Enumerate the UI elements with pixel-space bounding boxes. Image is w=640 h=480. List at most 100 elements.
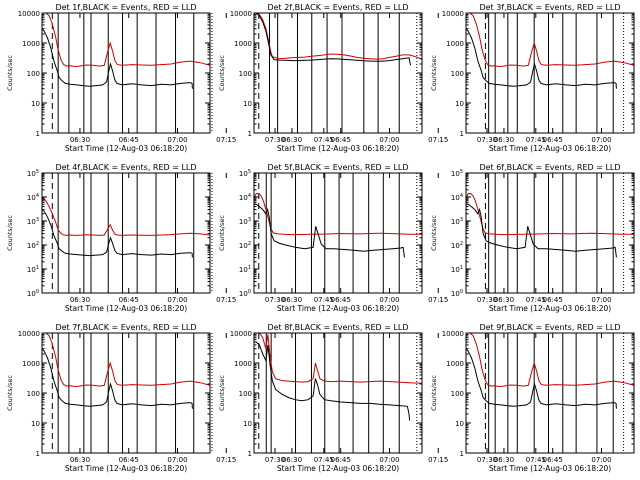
lld-series-line	[42, 333, 210, 388]
plot-frame	[465, 12, 635, 134]
y-tick-label: 10	[455, 420, 464, 428]
x-tick-label: 07:15	[428, 296, 448, 304]
x-tick-label: 06:45	[119, 296, 139, 304]
x-tick-label: 06:45	[331, 456, 351, 464]
x-tick-label: 06:45	[119, 456, 139, 464]
y-tick-label: 101	[27, 265, 39, 274]
panel-det-2: 10000 1000 100 10 1 06:30 06:45 07:00 07:15 07:30…	[218, 3, 546, 153]
y-tick-label: 10000	[442, 10, 464, 18]
y-tick-label: 103	[451, 217, 463, 226]
y-tick-label: 10000	[230, 10, 252, 18]
plot-frame	[41, 172, 211, 294]
x-axis-label: Start Time (12-Aug-03 06:18:20)	[65, 464, 187, 473]
y-axis-label: Counts/sec	[6, 55, 14, 91]
y-tick-label: 104	[239, 193, 251, 202]
x-tick-label: 07:15	[428, 456, 448, 464]
x-tick-label: 06:30	[282, 456, 302, 464]
panel-det-7: 10000 1000 100 10 1 06:30 06:45 07:00 07:15 07:30…	[6, 323, 334, 473]
y-axis-label: Counts/sec	[430, 55, 438, 91]
x-tick-label: 07:00	[379, 456, 399, 464]
panel-det-8: 10000 1000 100 10 1 06:30 06:45 07:00 07:15 07:30…	[218, 323, 546, 473]
lld-series-line	[466, 13, 634, 68]
y-tick-label: 1000	[234, 40, 252, 48]
lld-series-line	[254, 193, 422, 236]
y-tick-label: 100	[239, 390, 252, 398]
x-tick-label: 07:45	[314, 136, 334, 144]
panel-title: Det 5f,BLACK = Events, RED = LLD	[267, 163, 408, 172]
panel-det-5: 105 104 103 102 101 100 06:30 06:45 07:00 07:15 07…	[218, 163, 546, 313]
plot-frame	[465, 332, 635, 454]
x-axis-label: Start Time (12-Aug-03 06:18:20)	[65, 144, 187, 153]
y-tick-label: 1000	[22, 360, 40, 368]
y-tick-label: 105	[451, 169, 463, 178]
x-tick-label: 06:30	[282, 296, 302, 304]
y-axis-label: Counts/sec	[6, 215, 14, 251]
x-axis-label: Start Time (12-Aug-03 06:18:20)	[489, 304, 611, 313]
panel-title: Det 6f,BLACK = Events, RED = LLD	[479, 163, 620, 172]
x-tick-label: 07:00	[591, 296, 611, 304]
x-axis-label: Start Time (12-Aug-03 06:18:20)	[489, 144, 611, 153]
x-tick-label: 07:00	[379, 136, 399, 144]
y-tick-label: 10	[243, 420, 252, 428]
y-tick-label: 103	[27, 217, 39, 226]
x-tick-label: 06:45	[543, 296, 563, 304]
x-tick-label: 06:45	[331, 296, 351, 304]
panel-title: Det 7f,BLACK = Events, RED = LLD	[55, 323, 196, 332]
x-tick-label: 07:45	[526, 456, 546, 464]
x-tick-label: 07:15	[216, 296, 236, 304]
panel-det-1: 10000 1000 100 10 1 06:30 06:45 07:00 07:15 07:30…	[6, 3, 334, 153]
x-tick-label: 07:30	[265, 296, 285, 304]
events-series-line	[42, 28, 193, 89]
y-axis-label: Counts/sec	[218, 55, 226, 91]
lld-series-line	[42, 196, 210, 236]
x-tick-label: 07:30	[477, 296, 497, 304]
x-axis-label: Start Time (12-Aug-03 06:18:20)	[277, 464, 399, 473]
y-tick-label: 1	[36, 450, 40, 458]
x-tick-label: 07:00	[379, 296, 399, 304]
lld-series-line	[254, 333, 422, 384]
x-tick-label: 07:00	[591, 136, 611, 144]
y-tick-label: 10000	[442, 330, 464, 338]
x-tick-label: 07:30	[477, 136, 497, 144]
y-tick-label: 100	[239, 289, 251, 298]
events-series-line	[466, 203, 617, 258]
events-series-line	[466, 28, 617, 89]
y-tick-label: 105	[27, 169, 39, 178]
x-tick-label: 07:45	[526, 296, 546, 304]
x-tick-label: 07:00	[167, 136, 187, 144]
y-axis-label: Counts/sec	[430, 215, 438, 251]
x-tick-label: 07:45	[314, 456, 334, 464]
y-tick-label: 101	[239, 265, 251, 274]
panel-title: Det 1f,BLACK = Events, RED = LLD	[55, 3, 196, 12]
x-tick-label: 07:15	[216, 136, 236, 144]
panel-title: Det 3f,BLACK = Events, RED = LLD	[479, 3, 620, 12]
x-tick-label: 06:30	[494, 136, 514, 144]
x-tick-label: 06:30	[70, 136, 90, 144]
x-tick-label: 07:30	[265, 136, 285, 144]
y-tick-label: 1	[248, 130, 252, 138]
y-tick-label: 104	[27, 193, 39, 202]
y-tick-label: 1	[460, 450, 464, 458]
y-axis-label: Counts/sec	[218, 215, 226, 251]
lld-series-line	[466, 193, 634, 236]
x-tick-label: 07:30	[265, 456, 285, 464]
x-tick-label: 06:30	[494, 296, 514, 304]
y-tick-label: 1	[460, 130, 464, 138]
x-tick-label: 07:00	[167, 456, 187, 464]
x-axis-label: Start Time (12-Aug-03 06:18:20)	[489, 464, 611, 473]
panel-det-3: 10000 1000 100 10 1 06:30 06:45 07:00 07:15 07:30…	[430, 3, 635, 153]
y-tick-label: 10000	[230, 330, 252, 338]
y-tick-label: 100	[451, 390, 464, 398]
y-tick-label: 100	[27, 390, 40, 398]
y-axis-label: Counts/sec	[6, 375, 14, 411]
y-tick-label: 10	[31, 420, 40, 428]
x-tick-label: 06:30	[70, 296, 90, 304]
y-axis-label: Counts/sec	[430, 375, 438, 411]
y-tick-label: 102	[239, 241, 251, 250]
events-series-line	[254, 13, 412, 66]
plot-frame	[465, 172, 635, 294]
x-tick-label: 06:45	[543, 456, 563, 464]
x-tick-label: 07:00	[591, 456, 611, 464]
plot-frame	[41, 12, 211, 134]
